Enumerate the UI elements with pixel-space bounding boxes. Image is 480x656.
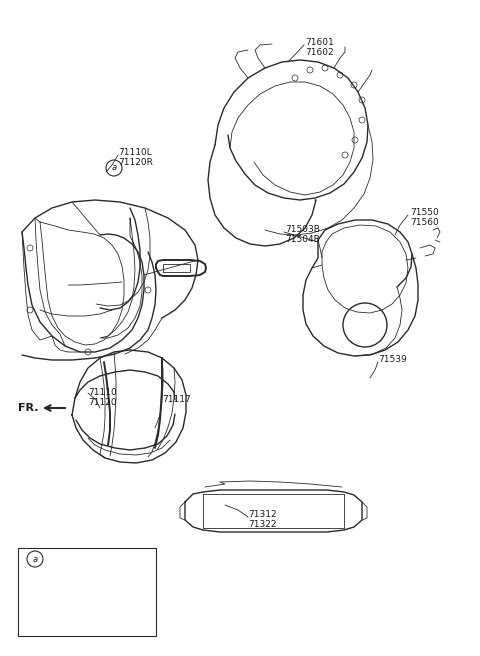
Text: 71117: 71117 bbox=[162, 395, 191, 404]
Text: 71312
71322: 71312 71322 bbox=[248, 510, 276, 529]
Text: 71550
71560: 71550 71560 bbox=[410, 208, 439, 228]
Text: 71503B
71504B: 71503B 71504B bbox=[285, 225, 320, 245]
Text: 71601
71602: 71601 71602 bbox=[305, 38, 334, 57]
Text: 71110L
71120R: 71110L 71120R bbox=[118, 148, 153, 167]
Text: a: a bbox=[111, 163, 117, 173]
Text: 71110
71120: 71110 71120 bbox=[88, 388, 117, 407]
Text: FR.: FR. bbox=[18, 403, 38, 413]
Text: a: a bbox=[33, 554, 37, 564]
Text: 71539: 71539 bbox=[378, 355, 407, 364]
FancyBboxPatch shape bbox=[18, 548, 156, 636]
Text: 67113A: 67113A bbox=[73, 558, 108, 567]
